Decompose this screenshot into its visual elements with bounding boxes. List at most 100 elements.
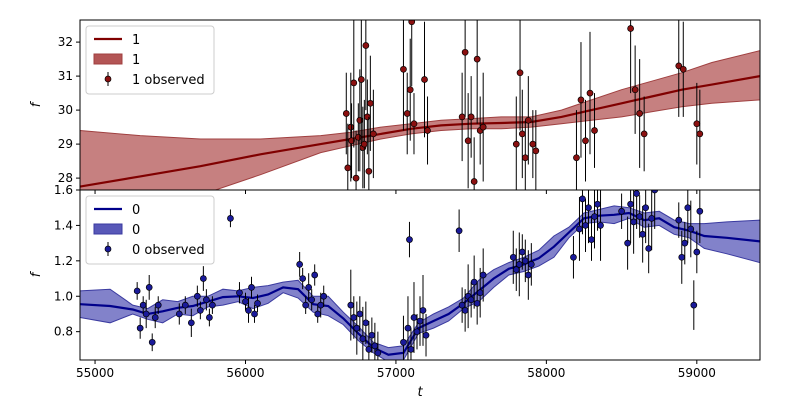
top-data-point — [347, 123, 355, 131]
bot-data-point — [651, 190, 659, 194]
bot-data-point — [305, 284, 313, 291]
bottom-legend-marker-swatch — [104, 245, 112, 253]
top-data-point — [521, 154, 529, 162]
bot-x-tick-label: 55000 — [76, 366, 114, 380]
bot-data-point — [362, 319, 370, 327]
bot-data-point — [618, 207, 625, 215]
top-points-group — [342, 20, 704, 190]
bot-data-point — [645, 245, 653, 252]
bot-data-point — [187, 319, 195, 327]
top-data-point — [406, 86, 414, 94]
top-data-point — [582, 137, 589, 145]
top-data-point — [424, 127, 431, 134]
bot-data-point — [245, 307, 252, 314]
bot-y-tick-label: 1.2 — [54, 254, 73, 268]
bot-data-point — [693, 248, 701, 256]
top-data-point — [479, 123, 487, 131]
bot-data-point — [242, 298, 249, 305]
bot-data-point — [353, 324, 361, 332]
bot-data-point — [133, 287, 141, 295]
top-data-point — [631, 86, 639, 94]
top-data-point — [403, 110, 411, 117]
bottom-x-ticks: 55000 56000 57000 58000 59000 — [76, 360, 716, 380]
top-data-point — [464, 137, 472, 145]
top-legend-band-label: 1 — [132, 53, 140, 68]
top-data-point — [640, 130, 648, 138]
bot-x-tick-label: 56000 — [226, 366, 264, 380]
bot-data-point — [597, 222, 604, 229]
bot-data-point — [406, 236, 413, 243]
bot-data-point — [350, 314, 358, 321]
bot-data-point — [527, 261, 535, 268]
top-legend: 1 1 1 observed — [85, 25, 215, 95]
bottom-legend-observed-label: 0 observed — [132, 243, 205, 258]
bot-data-point — [470, 278, 478, 286]
bot-data-point — [145, 284, 153, 291]
bot-data-point — [624, 239, 631, 247]
top-data-point — [348, 137, 355, 145]
bot-data-point — [308, 296, 316, 304]
bot-data-point — [576, 225, 583, 233]
top-data-point — [365, 167, 373, 175]
bot-data-point — [359, 335, 367, 343]
bot-data-point — [193, 292, 201, 300]
top-data-point — [342, 110, 350, 117]
bot-data-point — [479, 271, 487, 279]
bot-data-point — [136, 324, 144, 332]
bot-data-point — [591, 213, 598, 220]
bot-data-point — [696, 207, 704, 215]
top-legend-marker-swatch — [104, 75, 112, 83]
top-data-point — [696, 130, 704, 138]
top-legend-band-swatch — [93, 53, 123, 65]
bot-data-point — [410, 314, 418, 321]
bot-data-point — [404, 324, 412, 332]
bottom-legend-line-label: 0 — [132, 203, 140, 218]
top-data-point — [421, 76, 428, 83]
top-data-point — [693, 120, 701, 128]
top-data-point — [591, 127, 598, 134]
bot-data-point — [154, 301, 162, 309]
bottom-legend: 0 0 0 observed — [85, 195, 215, 265]
top-data-point — [367, 99, 374, 107]
bottom-legend-frame — [85, 195, 215, 265]
top-x-ticks — [94, 190, 698, 194]
top-panel: 28 29 30 31 32 f 1 1 1 observed — [29, 19, 761, 194]
bot-data-point — [594, 200, 601, 208]
bot-data-point — [678, 253, 686, 261]
top-y-tick-label: 30 — [58, 103, 73, 117]
top-data-point — [529, 140, 537, 148]
bottom-x-axis-label: t — [417, 385, 423, 400]
bot-data-point — [416, 317, 424, 325]
bot-data-point — [251, 310, 258, 318]
bot-x-tick-label: 57000 — [377, 366, 415, 380]
bottom-legend-band-swatch — [93, 223, 123, 235]
bot-data-point — [687, 225, 695, 233]
top-data-point — [356, 116, 364, 124]
bot-data-point — [684, 204, 692, 212]
top-data-point — [362, 42, 370, 49]
top-y-tick-label: 28 — [58, 171, 73, 185]
bot-data-point — [236, 289, 243, 297]
top-data-point — [410, 120, 418, 128]
bot-data-point — [585, 204, 592, 212]
bot-data-point — [473, 299, 481, 307]
bot-data-point — [175, 310, 183, 318]
bot-data-point — [356, 310, 364, 318]
bot-data-point — [320, 292, 328, 300]
top-data-point — [344, 164, 352, 172]
top-data-point — [675, 62, 683, 70]
top-data-point — [518, 130, 526, 138]
top-legend-line-label: 1 — [132, 33, 140, 48]
bot-data-point — [648, 214, 656, 222]
bot-data-point — [639, 230, 647, 238]
bot-data-point — [521, 257, 529, 265]
bot-data-point — [627, 200, 634, 208]
bot-data-point — [181, 301, 189, 309]
bot-data-point — [509, 253, 517, 261]
bot-data-point — [630, 218, 637, 226]
bot-data-point — [518, 248, 526, 256]
bot-data-point — [579, 195, 586, 203]
top-y-axis-label: f — [29, 100, 44, 107]
top-y-ticks: 28 29 30 31 32 — [58, 35, 80, 185]
